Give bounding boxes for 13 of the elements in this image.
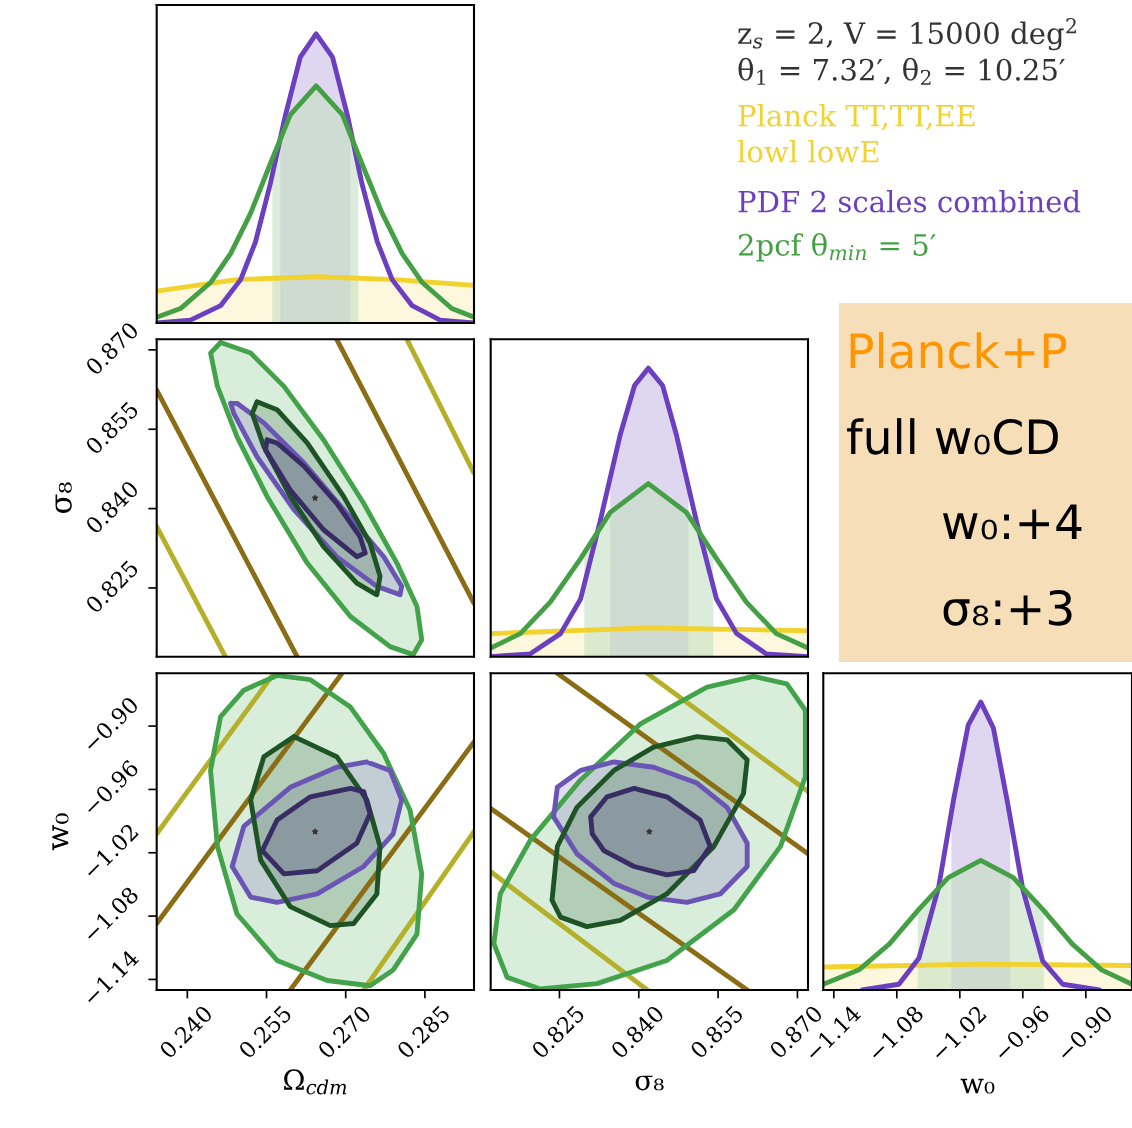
text: 2pcf θ$_{min}$ = 5′ [738,233,936,262]
text: PDF 2 scales combined [738,190,1081,213]
x-axis-title: Ω$_{cdm}$ [284,1069,347,1095]
text: Planck+P [850,332,1067,369]
text: full w₀CD [847,418,1058,455]
y-axis-title: w₀ [52,813,69,851]
text: Planck TT,TT,EE lowl lowE [737,104,975,163]
text: z$_{s}$ = 2, V = 15000 deg$^{2}$ θ$_{1}$ = 7.32′, θ$_{2}$ = 10.25′ [738,18,1076,85]
x-axis-title: σ₈ [635,1075,664,1091]
x-axis-title: w₀ [960,1078,995,1094]
y-axis-title: σ₈ [55,482,72,514]
text: σ₈:+3 [943,589,1072,626]
text: w₀:+4 [942,504,1082,540]
